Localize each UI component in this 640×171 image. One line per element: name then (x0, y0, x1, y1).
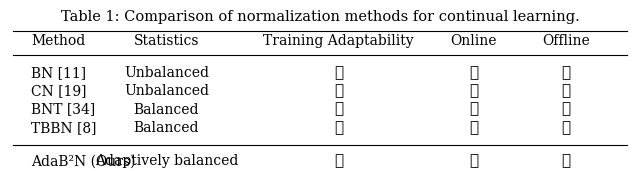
Text: ✗: ✗ (334, 66, 343, 80)
Text: Offline: Offline (542, 34, 589, 48)
Text: ✓: ✓ (469, 84, 478, 98)
Text: CN [19]: CN [19] (31, 84, 86, 98)
Text: ✗: ✗ (469, 121, 478, 135)
Text: Unbalanced: Unbalanced (124, 66, 209, 80)
Text: Training Adaptability: Training Adaptability (263, 34, 413, 48)
Text: ✓: ✓ (334, 84, 343, 98)
Text: BNT [34]: BNT [34] (31, 103, 95, 117)
Text: ✓: ✓ (334, 154, 343, 168)
Text: Balanced: Balanced (134, 121, 199, 135)
Text: ✓: ✓ (561, 103, 570, 117)
Text: Statistics: Statistics (134, 34, 199, 48)
Text: BN [11]: BN [11] (31, 66, 86, 80)
Text: AdaB²N (Ours): AdaB²N (Ours) (31, 154, 136, 168)
Text: ✗: ✗ (469, 103, 478, 117)
Text: ✗: ✗ (561, 66, 570, 80)
Text: Method: Method (31, 34, 86, 48)
Text: Unbalanced: Unbalanced (124, 84, 209, 98)
Text: Table 1: Comparison of normalization methods for continual learning.: Table 1: Comparison of normalization met… (61, 10, 579, 24)
Text: Online: Online (451, 34, 497, 48)
Text: ✗: ✗ (469, 66, 478, 80)
Text: ✓: ✓ (334, 121, 343, 135)
Text: ✗: ✗ (334, 103, 343, 117)
Text: ✓: ✓ (469, 154, 478, 168)
Text: ✗: ✗ (561, 84, 570, 98)
Text: Balanced: Balanced (134, 103, 199, 117)
Text: Adaptively balanced: Adaptively balanced (95, 154, 238, 168)
Text: ✓: ✓ (561, 154, 570, 168)
Text: TBBN [8]: TBBN [8] (31, 121, 97, 135)
Text: ✓: ✓ (561, 121, 570, 135)
